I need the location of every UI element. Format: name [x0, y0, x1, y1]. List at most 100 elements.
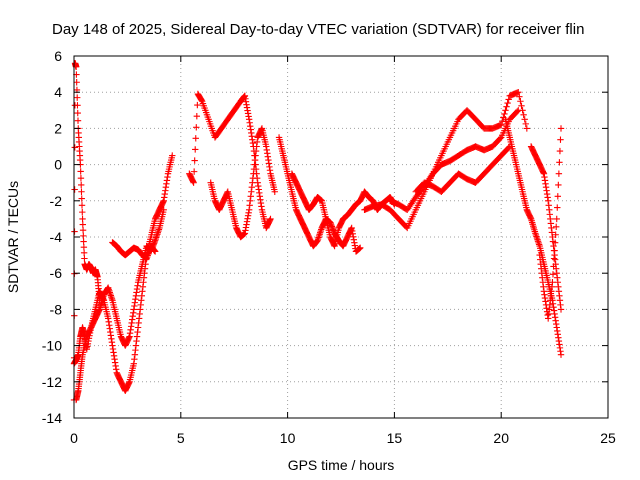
series-trace-k [412, 143, 513, 195]
data-point [190, 168, 198, 175]
y-tick-label: 2 [54, 120, 62, 136]
data-point [557, 136, 564, 143]
data-point [80, 249, 88, 257]
y-tick-label: -10 [42, 338, 62, 354]
data-point [192, 146, 199, 153]
y-tick-label: -14 [42, 410, 62, 426]
data-point [522, 120, 529, 128]
data-point [503, 103, 510, 110]
x-tick-label: 15 [387, 430, 403, 446]
data-point [498, 121, 505, 128]
data-point [80, 238, 87, 245]
data-point [74, 102, 81, 109]
data-point [496, 135, 504, 142]
data-point [271, 188, 278, 195]
data-point [505, 96, 512, 103]
data-point [74, 109, 81, 117]
data-point [78, 202, 86, 209]
data-point [554, 193, 562, 200]
data-point [74, 94, 81, 101]
data-point [523, 125, 531, 132]
axis-ticks: 0 5 10 15 20 25 -14 -12 -10 -8 -6 -4 -2 0 2 4 6 [42, 48, 616, 446]
data-point [77, 168, 84, 175]
data-point [77, 174, 85, 182]
data-point [501, 110, 508, 118]
data-point [551, 247, 558, 254]
series-trace-f [207, 125, 278, 241]
y-tick-label: -8 [50, 301, 63, 317]
data-point [191, 157, 198, 164]
data-point [71, 186, 78, 193]
data-point [79, 227, 87, 234]
y-axis-label: SDTVAR / TECUs [5, 181, 21, 293]
series-trace-n [536, 125, 565, 322]
x-tick-label: 5 [177, 430, 185, 446]
data-point [79, 208, 86, 216]
data-point [552, 231, 559, 238]
data-point [549, 279, 556, 286]
data-point [553, 215, 560, 223]
data-point [79, 221, 87, 228]
y-tick-label: 4 [54, 84, 62, 100]
data-point [515, 89, 522, 96]
data-point [151, 248, 159, 255]
data-point [193, 112, 201, 120]
data-point [73, 79, 80, 86]
x-tick-label: 0 [70, 430, 78, 446]
series-trace-g [275, 134, 364, 255]
series-trace-d [109, 239, 159, 262]
y-tick-label: 0 [54, 157, 62, 173]
data-point [78, 181, 85, 189]
x-tick-label: 20 [493, 430, 509, 446]
data-point [80, 243, 88, 251]
data-point [550, 263, 557, 270]
data-point [190, 179, 197, 186]
data-point [516, 93, 523, 100]
data-point [557, 125, 565, 132]
data-point [81, 255, 88, 262]
y-tick-label: 6 [54, 48, 62, 64]
series-trace-h [288, 170, 398, 250]
data-point [78, 188, 85, 195]
data-point [555, 181, 562, 189]
data-point [357, 244, 364, 252]
data-point [520, 111, 527, 119]
data-point [80, 232, 87, 240]
data-point [557, 351, 565, 358]
y-tick-label: -6 [50, 265, 63, 281]
data-point [79, 215, 86, 223]
y-tick-label: -12 [42, 374, 62, 390]
data-point [504, 99, 511, 107]
data-point [192, 135, 199, 142]
data-point [555, 170, 563, 177]
data-point [267, 215, 274, 223]
data-point [554, 204, 561, 211]
chart-title: Day 148 of 2025, Sidereal Day-to-day VTE… [52, 21, 584, 38]
data-point [194, 101, 201, 109]
series-trace-i [361, 89, 531, 232]
y-tick-label: -2 [50, 193, 63, 209]
x-tick-label: 25 [600, 430, 616, 446]
data-point [71, 228, 78, 235]
data-point [549, 271, 557, 278]
y-tick-label: -4 [50, 229, 63, 245]
x-tick-label: 10 [280, 430, 296, 446]
data-point [553, 223, 560, 231]
data-point [193, 124, 200, 131]
x-axis-label: GPS time / hours [288, 457, 395, 473]
data-point [551, 239, 559, 246]
data-point [556, 147, 564, 155]
data-point [74, 117, 82, 124]
data-point [556, 159, 563, 166]
data-point [78, 195, 85, 202]
data-point [514, 108, 521, 115]
data-point [550, 255, 558, 262]
data-point [521, 116, 528, 123]
data-point [160, 206, 167, 214]
data-point [169, 152, 176, 159]
data-point [517, 98, 524, 105]
data-point [557, 306, 565, 313]
data-point [518, 102, 525, 109]
data-point [505, 144, 512, 151]
